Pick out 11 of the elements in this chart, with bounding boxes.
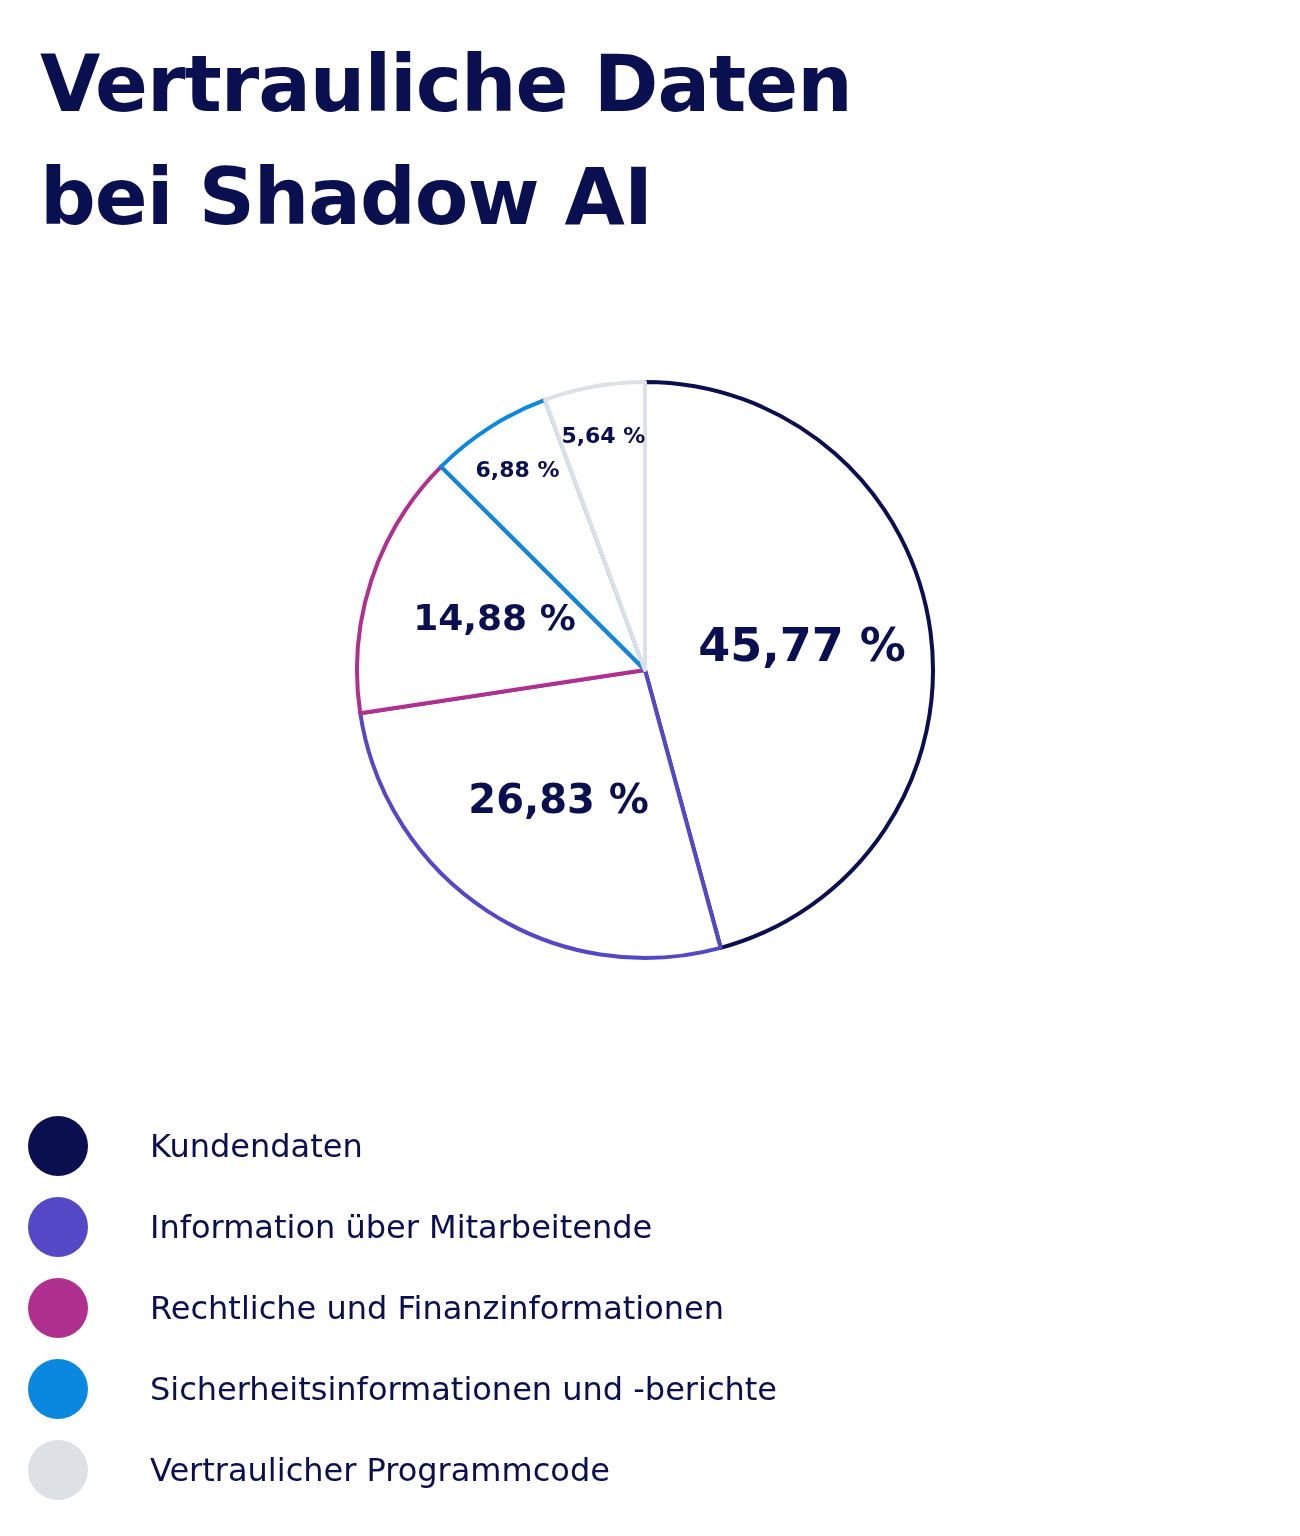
data-label: 45,77 % bbox=[698, 617, 906, 672]
data-label: 14,88 % bbox=[413, 597, 576, 639]
legend-label: Kundendaten bbox=[150, 1126, 363, 1165]
legend-label: Sicherheitsinformationen und -berichte bbox=[150, 1369, 778, 1408]
data-label: 26,83 % bbox=[468, 776, 649, 823]
legend-label: Vertraulicher Programmcode bbox=[150, 1450, 610, 1489]
legend-label: Rechtliche und Finanzinformationen bbox=[150, 1288, 725, 1327]
chart-title: Vertrauliche Daten bei Shadow AI bbox=[40, 38, 853, 245]
legend-label: Information über Mitarbeitende bbox=[150, 1207, 653, 1246]
data-label: 6,88 % bbox=[475, 456, 560, 482]
data-label: 5,64 % bbox=[561, 423, 646, 449]
